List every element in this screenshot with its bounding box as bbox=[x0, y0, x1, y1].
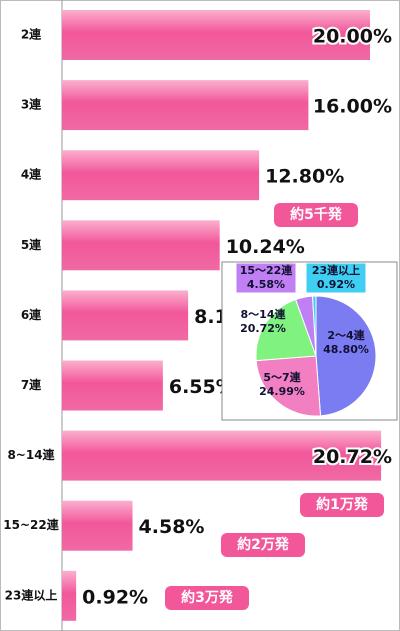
category-label: 23連以上 bbox=[5, 587, 58, 602]
annotation-box bbox=[274, 203, 358, 227]
value-label: 12.80% bbox=[265, 166, 344, 188]
annotation-box bbox=[300, 493, 384, 517]
pie-value-label: 4.58% bbox=[247, 278, 285, 291]
bar bbox=[62, 10, 370, 60]
annotation: 約1万発 bbox=[316, 496, 369, 513]
category-label: 2連 bbox=[21, 27, 42, 42]
bar bbox=[62, 570, 77, 621]
bar bbox=[62, 290, 189, 341]
category-label: 6連 bbox=[21, 307, 42, 322]
pie-category: 5～7連 bbox=[263, 370, 301, 384]
value-label: 10.24% bbox=[226, 236, 305, 258]
bar bbox=[62, 220, 220, 271]
bar bbox=[62, 360, 163, 411]
value-label: 20.72% bbox=[313, 446, 392, 468]
pie-slice bbox=[255, 355, 322, 417]
annotation-box bbox=[221, 533, 305, 557]
pie-value-label: 24.99% bbox=[259, 385, 305, 398]
category-label: 3連 bbox=[21, 97, 42, 112]
pie-slice bbox=[312, 295, 317, 357]
category-label: 7連 bbox=[21, 377, 42, 392]
annotation: 約5千発 bbox=[290, 206, 343, 223]
annotation-box bbox=[165, 586, 249, 610]
pie-category: 8～14連 bbox=[241, 307, 287, 321]
pie-value-label: 0.92% bbox=[317, 278, 355, 291]
value-label: 16.00% bbox=[313, 96, 392, 118]
pie-label-box bbox=[235, 262, 297, 294]
pie-category: 23連以上 bbox=[312, 263, 360, 277]
value-label: 4.58% bbox=[139, 516, 205, 538]
annotation: 約2万発 bbox=[237, 536, 290, 553]
category-label: 4連 bbox=[21, 167, 42, 182]
bar bbox=[62, 430, 382, 481]
pie-category: 2～4連 bbox=[327, 328, 365, 342]
value-label: 0.92% bbox=[82, 586, 148, 608]
category-label: 8~14連 bbox=[7, 447, 55, 462]
pie-label-box bbox=[305, 262, 367, 294]
bar bbox=[62, 150, 260, 201]
value-label: 20.00% bbox=[313, 26, 392, 48]
pie-category: 15～22連 bbox=[240, 263, 294, 277]
annotation: 約3万発 bbox=[181, 589, 234, 606]
category-label: 15~22連 bbox=[3, 517, 59, 532]
pie-value-label: 48.80% bbox=[323, 343, 369, 356]
bar bbox=[62, 500, 133, 551]
category-label: 5連 bbox=[21, 237, 42, 252]
pie-slice bbox=[315, 295, 377, 417]
pie-value-label: 20.72% bbox=[240, 322, 286, 335]
bar bbox=[62, 80, 309, 131]
